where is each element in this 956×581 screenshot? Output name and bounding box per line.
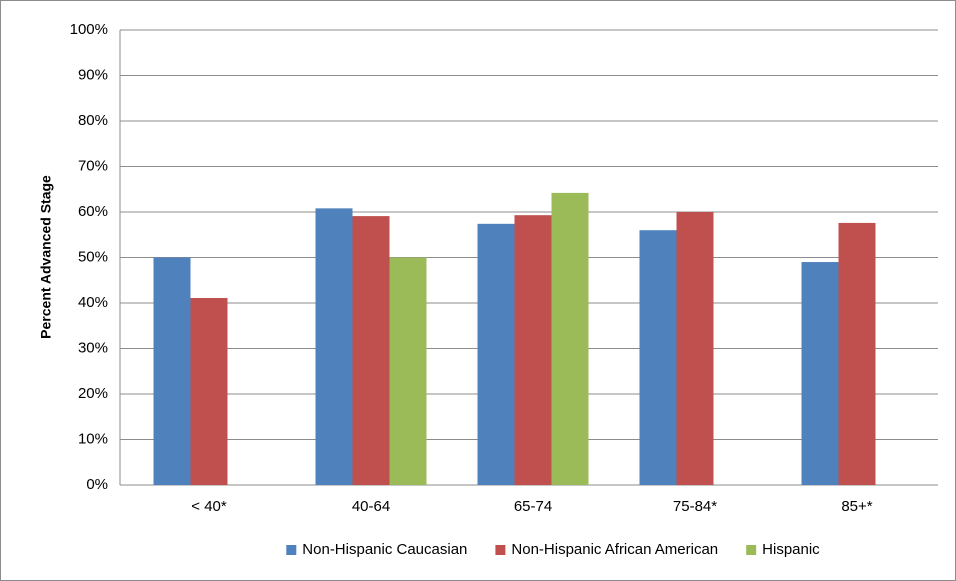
bar: [838, 222, 876, 486]
y-tick-label: 0%: [86, 476, 108, 493]
y-tick-label: 40%: [78, 294, 108, 311]
legend-label: Non-Hispanic Caucasian: [302, 541, 467, 558]
y-axis-label: Percent Advanced Stage: [38, 175, 54, 339]
y-tick-label: 80%: [78, 112, 108, 129]
bar: [514, 215, 552, 485]
bar: [352, 216, 390, 485]
x-tick-label: 85+*: [841, 498, 872, 515]
legend-swatch: [286, 545, 297, 555]
x-tick-label: < 40*: [191, 498, 227, 515]
bar: [315, 208, 353, 486]
bar: [477, 223, 515, 485]
y-tick-label: 100%: [70, 21, 108, 38]
y-tick-label: 50%: [78, 248, 108, 265]
legend-label: Non-Hispanic African American: [511, 541, 718, 558]
bar: [551, 192, 589, 485]
y-tick-label: 60%: [78, 203, 108, 220]
y-tick-label: 70%: [78, 157, 108, 174]
bar: [389, 257, 427, 485]
y-tick-label: 10%: [78, 430, 108, 447]
bar: [153, 257, 191, 485]
x-tick-label: 65-74: [514, 498, 552, 515]
x-tick-label: 75-84*: [673, 498, 717, 515]
x-tick-label: 40-64: [352, 498, 390, 515]
y-tick-label: 20%: [78, 385, 108, 402]
y-tick-label: 30%: [78, 339, 108, 356]
bar: [676, 212, 714, 485]
legend-label: Hispanic: [762, 541, 820, 558]
bar: [639, 230, 677, 485]
y-tick-label: 90%: [78, 66, 108, 83]
bar: [801, 262, 839, 485]
legend-swatch: [746, 545, 757, 555]
bar: [190, 297, 228, 485]
legend-swatch: [495, 545, 506, 555]
